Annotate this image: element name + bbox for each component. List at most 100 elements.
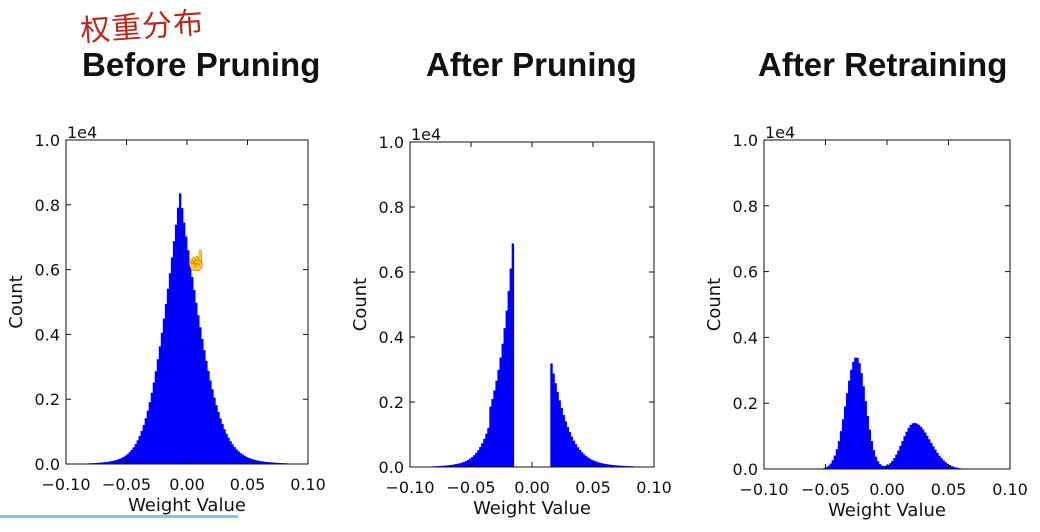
histogram-bar [597,462,600,467]
histogram-bar [229,441,232,464]
x-tick-label: 0.10 [290,475,326,494]
histogram-bar [106,461,109,464]
histogram-bar [191,276,194,464]
y-axis-label: Count [704,278,725,331]
histogram-bar [273,462,277,464]
histogram-bar [195,302,198,464]
histogram-bar [265,461,269,464]
video-progress-bar[interactable] [0,515,238,518]
hand-cursor-icon: ☝ [184,250,209,272]
histogram-bar [225,433,228,464]
histogram-bar [219,418,222,464]
histogram-bar [98,462,101,464]
histogram-bar [261,461,265,464]
histogram-bar [112,460,115,464]
histogram-bar [485,433,488,467]
histogram-bar [609,464,612,467]
chart-title-after-pruning: After Pruning [426,46,637,83]
histogram-bar [572,440,576,467]
histogram-bar [156,359,160,464]
histogram-bar [215,405,218,464]
histogram-bar [128,452,131,464]
histogram-bar [503,328,506,467]
histogram-bar [120,457,123,464]
histogram-bar [237,451,240,464]
plot-frame [763,139,1011,470]
histogram-bar [164,303,168,464]
histogram-bar [860,373,863,469]
histogram-bar [134,444,137,464]
histogram-bar [468,458,472,467]
histogram-bar [946,463,949,469]
x-tick-label: −0.10 [739,480,788,499]
histogram-bar [180,208,184,464]
x-tick-label: −0.05 [801,480,850,499]
histogram-bar [850,369,853,469]
y-axis-label: Count [350,278,371,331]
histogram-bar [172,241,176,464]
y-tick-label: 0.4 [733,328,758,347]
histogram-bar [925,435,929,469]
histogram-bar [887,464,890,469]
histogram-bar [166,288,170,464]
histogram-bar [184,236,188,464]
histogram-bar [829,463,833,469]
histogram-bar [870,441,874,469]
histogram-bar [603,463,606,467]
histogram-bar [187,250,190,464]
histogram-bar [884,465,888,469]
histogram-bar [893,458,896,469]
x-tick-label: 0.00 [514,478,550,497]
histogram-bar [497,369,500,467]
histogram-bar [880,465,884,469]
histogram-bar [499,357,502,467]
histogram-bar [162,318,166,464]
histogram-bar [253,459,256,464]
histogram-bar [613,465,616,467]
histogram-bar [483,438,486,467]
histogram-bar [446,465,450,467]
histogram-bars [88,193,289,464]
histogram-bar [921,429,925,469]
histogram-bar [464,460,468,467]
y-tick-label: 0.6 [733,263,758,282]
histogram-bar [102,462,105,464]
histogram-bar [505,310,508,467]
histogram-bar [440,465,443,467]
histogram-bar [207,370,210,464]
y-tick-label: 0.4 [35,325,60,344]
histogram-bar [511,243,515,467]
histogram-bar [846,393,849,469]
histogram-bar [126,454,129,464]
histogram-bar [864,401,867,469]
histogram-bar [913,422,917,469]
histogram-bar [930,442,933,469]
histogram-bar [590,459,594,467]
histogram-bar [475,452,478,467]
y-tick-label: 1.0 [733,131,758,150]
histogram-bar [493,390,496,467]
histogram-bar [247,457,250,464]
histogram-bar [568,432,572,467]
histogram-bar [574,444,578,467]
histogram-bar [911,423,915,469]
x-tick-label: 0.05 [230,475,266,494]
histogram-bar [160,332,164,464]
y-tick-label: 0.0 [733,460,758,479]
histogram-bar [124,455,127,464]
histogram-bar [466,459,470,467]
histogram-bar [895,454,898,469]
histogram-bar [479,447,482,467]
axis-scale-label: 1e4 [411,125,441,144]
histogram-bar [942,460,945,469]
y-axis-label: Count [6,275,27,328]
histogram-bar [615,465,618,467]
histogram-bar [239,453,242,464]
histogram-bar [940,458,943,469]
histogram-bar [199,327,202,464]
histogram-bar [178,193,182,464]
histogram-bar [251,459,254,464]
histogram-bar [509,268,513,467]
